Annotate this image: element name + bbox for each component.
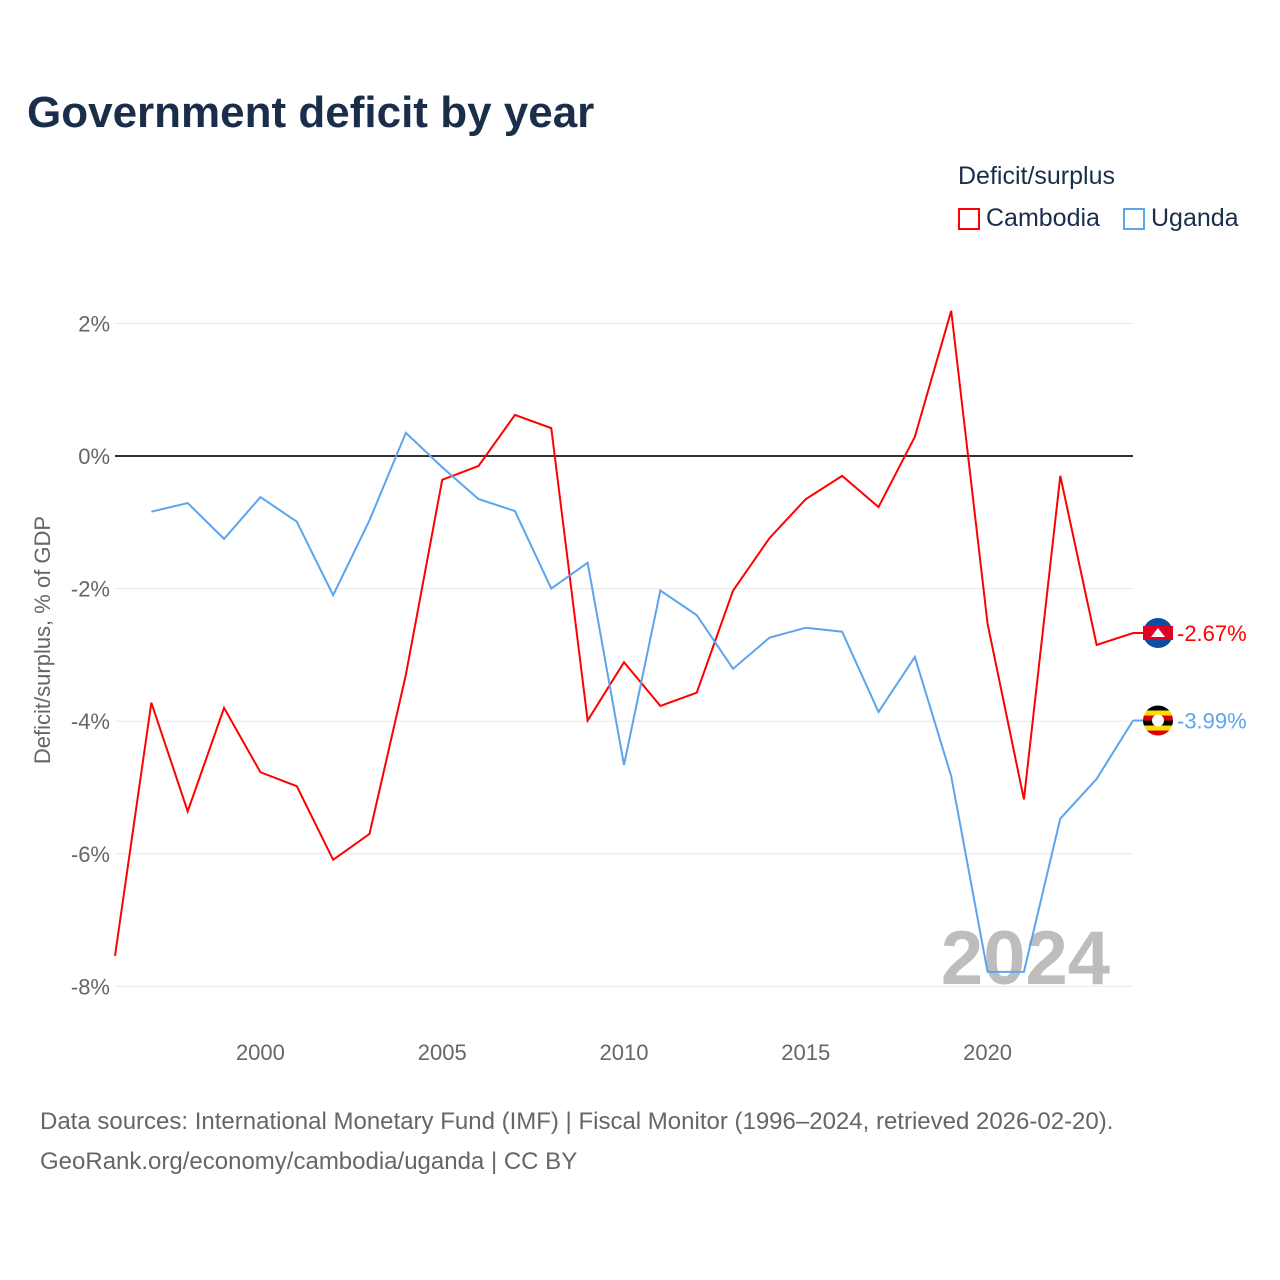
end-value-label: -3.99% — [1177, 709, 1247, 734]
y-tick-label: -4% — [71, 709, 110, 734]
y-tick-label: -6% — [71, 842, 110, 867]
y-tick-label: 2% — [78, 311, 110, 336]
legend-title: Deficit/surplus — [958, 162, 1115, 190]
legend-label: Cambodia — [986, 204, 1100, 232]
year-watermark: 2024 — [941, 916, 1110, 1001]
y-tick-label: -8% — [71, 974, 110, 999]
legend-label: Uganda — [1151, 204, 1239, 232]
x-tick-label: 2010 — [600, 1040, 649, 1065]
uganda-flag-icon — [1152, 714, 1164, 727]
legend-swatch-uganda — [1123, 207, 1145, 230]
series-line-uganda — [151, 431, 1134, 973]
uganda-flag-stripe — [1143, 705, 1173, 711]
x-tick-label: 2020 — [963, 1040, 1012, 1065]
uganda-flag-stripe — [1143, 710, 1173, 716]
y-axis-label: Deficit/surplus, % of GDP — [30, 516, 55, 764]
y-tick-label: 0% — [78, 444, 110, 469]
series-line-cambodia — [114, 310, 1134, 957]
legend-item-uganda[interactable]: Uganda — [1123, 204, 1239, 233]
x-tick-label: 2005 — [418, 1040, 467, 1065]
source-url: GeoRank.org/economy/cambodia/uganda | CC… — [40, 1148, 578, 1175]
legend-swatch-cambodia — [958, 207, 980, 230]
x-tick-label: 2015 — [781, 1040, 830, 1065]
cambodia-flag-temple — [1151, 628, 1165, 638]
chart-title: Government deficit by year — [27, 88, 595, 137]
x-tick-label: 2000 — [236, 1040, 285, 1065]
uganda-flag-stripe — [1143, 725, 1173, 731]
legend-item-cambodia[interactable]: Cambodia — [958, 204, 1100, 233]
y-tick-label: -2% — [71, 577, 110, 602]
end-value-label: -2.67% — [1177, 621, 1247, 646]
uganda-flag-stripe — [1143, 730, 1173, 736]
source-text: Data sources: International Monetary Fun… — [40, 1108, 1114, 1135]
